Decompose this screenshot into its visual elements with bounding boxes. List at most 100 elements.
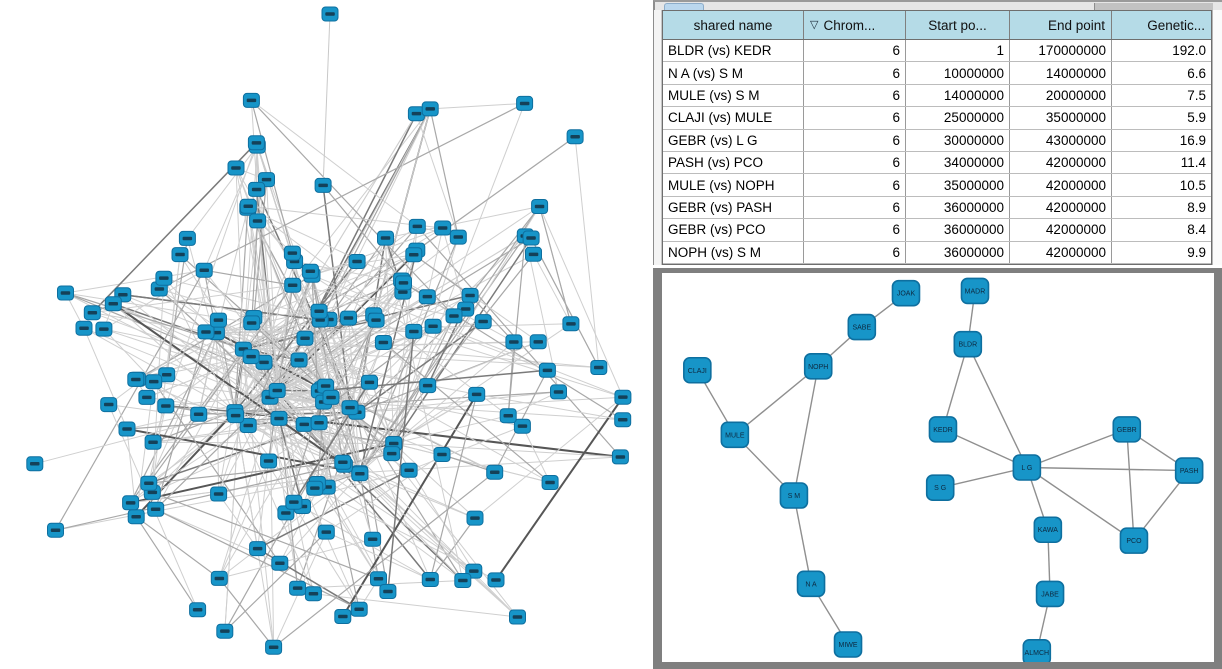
node[interactable] <box>541 475 559 490</box>
table-cell[interactable]: MULE (vs) S M <box>663 84 804 107</box>
node[interactable] <box>513 418 531 434</box>
node[interactable] <box>611 449 629 465</box>
node[interactable] <box>122 495 140 511</box>
node[interactable] <box>474 314 492 330</box>
node[interactable] <box>189 602 207 618</box>
node[interactable] <box>322 389 340 405</box>
node[interactable] <box>340 310 357 326</box>
table-cell[interactable]: 42000000 <box>1010 241 1112 263</box>
node[interactable] <box>301 263 319 279</box>
node[interactable] <box>408 218 426 234</box>
node[interactable] <box>334 454 352 470</box>
table-cell[interactable]: 6.6 <box>1187 65 1206 81</box>
table-cell[interactable]: 170000000 <box>1010 40 1112 62</box>
node[interactable] <box>334 609 352 624</box>
node[interactable] <box>260 453 278 469</box>
table-cell[interactable]: 16.9 <box>1179 132 1206 148</box>
node[interactable] <box>538 362 556 378</box>
node[interactable] <box>147 501 165 517</box>
node[interactable] <box>314 177 332 193</box>
node[interactable] <box>434 220 452 236</box>
node[interactable] <box>283 245 301 261</box>
node[interactable] <box>270 410 288 426</box>
table-row[interactable]: NOPH (vs) S M 6 36000000 42000000 9.9 <box>663 241 1211 264</box>
table-cell[interactable]: 6 <box>804 174 906 196</box>
node[interactable] <box>421 101 439 117</box>
table-cell[interactable]: 7.5 <box>1187 87 1206 103</box>
node[interactable] <box>144 434 162 450</box>
node[interactable] <box>284 277 302 293</box>
node[interactable] <box>216 623 234 639</box>
node-NOPH[interactable]: NOPH <box>803 353 833 380</box>
node-GEBR[interactable]: GEBR <box>1112 416 1142 443</box>
table-cell[interactable]: BLDR (vs) KEDR <box>663 40 804 62</box>
node[interactable] <box>242 92 260 108</box>
node[interactable] <box>445 308 463 324</box>
node[interactable] <box>566 129 584 145</box>
node[interactable] <box>171 247 189 263</box>
node-SM[interactable]: S M <box>779 482 809 509</box>
node[interactable] <box>321 6 339 22</box>
node[interactable] <box>377 230 394 246</box>
node[interactable] <box>487 572 505 588</box>
node[interactable] <box>255 354 273 370</box>
table-cell[interactable]: 10000000 <box>906 62 1010 84</box>
node[interactable] <box>364 531 382 547</box>
node[interactable] <box>350 601 368 617</box>
node[interactable] <box>383 446 401 462</box>
node[interactable] <box>421 572 439 587</box>
node[interactable] <box>178 230 196 246</box>
table-cell[interactable]: 42000000 <box>1010 219 1112 241</box>
node[interactable] <box>57 285 74 301</box>
node[interactable] <box>195 262 213 278</box>
table-cell[interactable]: 6 <box>804 196 906 219</box>
node[interactable] <box>522 230 540 246</box>
table-row[interactable]: GEBR (vs) PCO 6 36000000 42000000 8.4 <box>663 219 1211 242</box>
node[interactable] <box>405 247 423 263</box>
node[interactable] <box>248 181 266 197</box>
table-cell[interactable]: 20000000 <box>1010 84 1112 107</box>
table-row[interactable]: GEBR (vs) L G 6 30000000 43000000 16.9 <box>663 129 1211 152</box>
node[interactable] <box>374 335 392 350</box>
table-cell[interactable]: 42000000 <box>1010 151 1112 174</box>
node-ALMCH[interactable]: ALMCH <box>1022 638 1052 662</box>
node-JABE[interactable]: JABE <box>1035 580 1065 608</box>
table-cell[interactable]: GEBR (vs) PASH <box>663 196 804 219</box>
column-header-chrom[interactable]: ▽ Chrom... <box>804 11 906 39</box>
table-cell[interactable]: 6 <box>804 62 906 84</box>
node[interactable] <box>210 486 228 502</box>
node[interactable] <box>83 305 101 321</box>
node[interactable] <box>525 246 542 262</box>
table-cell[interactable]: N A (vs) S M <box>663 62 804 84</box>
table-cell[interactable]: 14000000 <box>906 84 1010 107</box>
node[interactable] <box>562 316 580 332</box>
table-cell[interactable]: 36000000 <box>906 196 1010 219</box>
table-cell[interactable]: GEBR (vs) PCO <box>663 219 804 241</box>
node[interactable] <box>26 456 44 472</box>
table-tab-chip[interactable] <box>664 3 704 11</box>
column-header-genetic[interactable]: Genetic... <box>1112 11 1211 39</box>
node[interactable] <box>341 400 359 416</box>
node[interactable] <box>424 318 442 334</box>
column-header-end-point[interactable]: End point <box>1010 11 1112 39</box>
node-MULE[interactable]: MULE <box>720 421 750 449</box>
node[interactable] <box>227 160 245 176</box>
node-SABE[interactable]: SABE <box>847 313 877 341</box>
node[interactable] <box>590 360 608 375</box>
table-cell[interactable]: 192.0 <box>1172 43 1206 59</box>
node[interactable] <box>317 524 335 540</box>
node[interactable] <box>265 639 283 655</box>
table-row[interactable]: PASH (vs) PCO 6 34000000 42000000 11.4 <box>663 151 1211 175</box>
node[interactable] <box>285 494 303 510</box>
node[interactable] <box>138 389 156 405</box>
node[interactable] <box>190 406 208 422</box>
table-cell[interactable]: 8.4 <box>1187 222 1206 238</box>
column-header-start-po[interactable]: Start po... <box>906 11 1010 39</box>
node[interactable] <box>306 480 324 496</box>
node[interactable] <box>247 135 265 151</box>
node[interactable] <box>197 324 215 340</box>
table-cell[interactable]: 8.9 <box>1187 199 1206 215</box>
table-cell[interactable]: NOPH (vs) S M <box>663 241 804 263</box>
node[interactable] <box>614 389 632 405</box>
node[interactable] <box>529 334 547 350</box>
